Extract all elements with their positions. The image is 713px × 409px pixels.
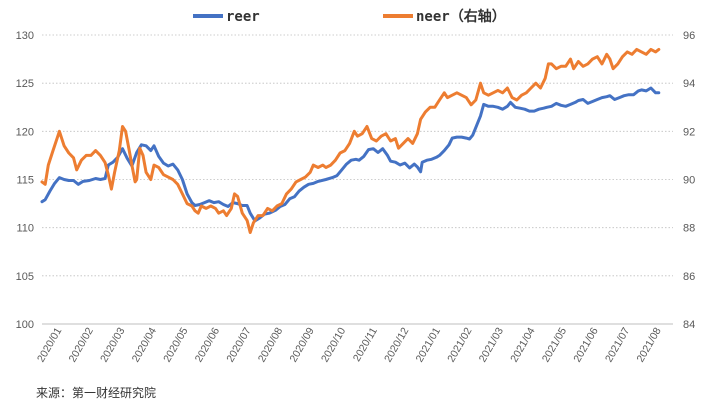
x-tick-label: 2020/03 xyxy=(98,325,127,364)
x-tick-label: 2020/12 xyxy=(382,325,411,364)
left-tick-label: 100 xyxy=(16,319,34,331)
x-tick-label: 2020/01 xyxy=(35,325,64,364)
legend: reer neer（右轴） xyxy=(193,8,506,25)
right-tick-label: 96 xyxy=(683,30,695,42)
right-tick-label: 84 xyxy=(683,319,695,331)
x-axis: 2020/01 2020/02 2020/03 2020/04 2020/05 2020/… xyxy=(35,323,673,364)
right-tick-label: 88 xyxy=(683,223,695,235)
left-tick-label: 115 xyxy=(16,175,34,187)
left-tick-label: 125 xyxy=(16,78,34,90)
x-tick-label: 2021/07 xyxy=(603,325,632,364)
x-tick-label: 2021/08 xyxy=(634,325,663,364)
x-tick-label: 2021/03 xyxy=(477,325,506,364)
left-axis-ticks: 100 105 110 115 120 125 130 xyxy=(16,30,34,331)
series-line-neer xyxy=(40,47,661,234)
grid-lines xyxy=(42,34,673,325)
right-tick-label: 90 xyxy=(683,175,695,187)
x-tick-label: 2020/09 xyxy=(287,325,316,364)
x-tick-label: 2020/02 xyxy=(67,325,96,364)
x-tick-label: 2020/06 xyxy=(193,325,222,364)
right-axis-ticks: 84 86 88 90 92 94 96 xyxy=(683,30,695,331)
x-tick-label: 2021/05 xyxy=(540,325,569,364)
legend-label: neer（右轴） xyxy=(416,8,506,25)
right-tick-label: 86 xyxy=(683,271,695,283)
x-tick-label: 2021/04 xyxy=(508,325,537,364)
x-tick-label: 2020/08 xyxy=(256,325,285,364)
source-note: 来源：第一财经研究院 xyxy=(36,386,157,400)
x-tick-label: 2020/07 xyxy=(224,325,253,364)
x-tick-label: 2020/04 xyxy=(130,325,159,364)
x-tick-label: 2020/11 xyxy=(351,325,380,363)
left-tick-label: 120 xyxy=(16,126,34,138)
legend-label: reer xyxy=(226,9,260,25)
series-lines xyxy=(40,47,661,234)
left-tick-label: 110 xyxy=(16,223,34,235)
right-tick-label: 92 xyxy=(683,126,695,138)
x-tick-label: 2021/02 xyxy=(445,325,474,364)
left-tick-label: 130 xyxy=(16,30,34,42)
series-line-reer xyxy=(40,86,661,223)
left-tick-label: 105 xyxy=(16,271,34,283)
right-tick-label: 94 xyxy=(683,78,695,90)
x-tick-label: 2020/05 xyxy=(161,325,190,364)
x-tick-label: 2020/10 xyxy=(319,325,348,364)
x-tick-label: 2021/01 xyxy=(414,325,443,364)
x-tick-label: 2021/06 xyxy=(571,325,600,364)
